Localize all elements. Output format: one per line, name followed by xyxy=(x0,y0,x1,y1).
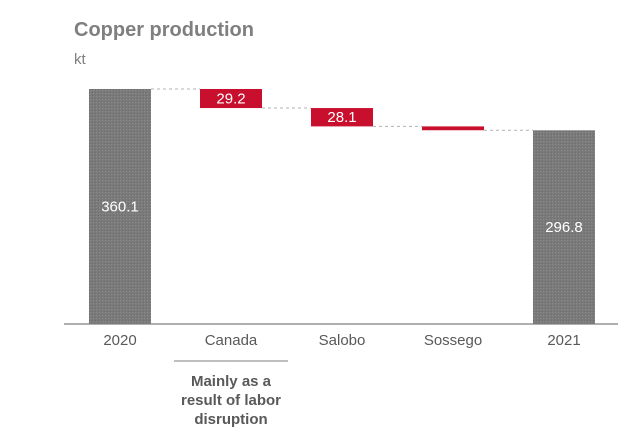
x-axis-ticks: 2020 Canada Salobo Sossego 2021 xyxy=(103,332,580,349)
data-label-sossego: 5.9 xyxy=(443,127,464,144)
x-tick-label-salobo: Salobo xyxy=(319,332,366,349)
chart-marks: 360.1 29.2 28.1 5.9 296.8 xyxy=(89,88,595,324)
y-axis-unit-label: kt xyxy=(74,51,87,68)
x-tick-label-2021: 2021 xyxy=(547,332,580,349)
chart-title: Copper production xyxy=(74,19,254,41)
annotations: Mainly as a result of labor disruption xyxy=(174,360,288,428)
x-tick-label-canada: Canada xyxy=(205,332,258,349)
annotation-text: result of labor xyxy=(181,392,281,409)
bar-canada xyxy=(200,89,262,109)
data-label-canada: 29.2 xyxy=(216,91,245,108)
x-tick-label-2020: 2020 xyxy=(103,332,136,349)
x-tick-label-sossego: Sossego xyxy=(424,332,482,349)
annotation-text: Mainly as a xyxy=(191,373,272,390)
annotation-text: disruption xyxy=(194,411,267,428)
bar-2021 xyxy=(533,130,595,324)
bar-2020 xyxy=(89,89,151,324)
data-label-salobo: 28.1 xyxy=(327,109,356,126)
bar-salobo xyxy=(311,108,373,127)
data-label-2020: 360.1 xyxy=(101,199,139,216)
bar-sossego xyxy=(422,126,484,131)
data-label-2021: 296.8 xyxy=(545,219,583,236)
